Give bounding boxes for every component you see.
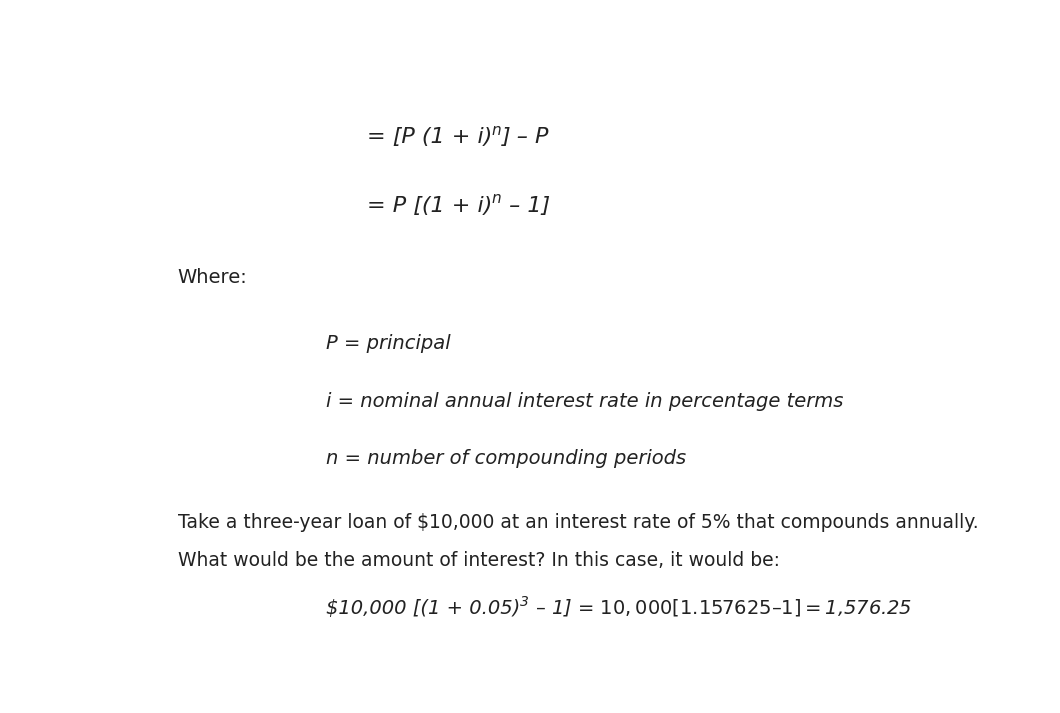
Text: n: n [492,191,501,206]
Text: – 1]: – 1] [501,196,550,216]
Text: ] – P: ] – P [501,127,549,147]
Text: = [P (1 + i): = [P (1 + i) [367,127,492,147]
Text: i = nominal annual interest rate in percentage terms: i = nominal annual interest rate in perc… [325,391,843,411]
Text: n: n [492,123,501,138]
Text: 3: 3 [519,595,529,610]
Text: P = principal: P = principal [325,334,450,353]
Text: n = number of compounding periods: n = number of compounding periods [325,449,686,468]
Text: – 1] = $10,000 [1.157625 – 1] = $1,576.25: – 1] = $10,000 [1.157625 – 1] = $1,576.2… [529,597,912,618]
Text: Take a three-year loan of $10,000 at an interest rate of 5% that compounds annua: Take a three-year loan of $10,000 at an … [178,513,978,531]
Text: $10,000 [(1 + 0.05): $10,000 [(1 + 0.05) [325,599,519,617]
Text: What would be the amount of interest? In this case, it would be:: What would be the amount of interest? In… [178,551,780,570]
Text: = P [(1 + i): = P [(1 + i) [367,196,492,216]
Text: Where:: Where: [178,268,247,287]
